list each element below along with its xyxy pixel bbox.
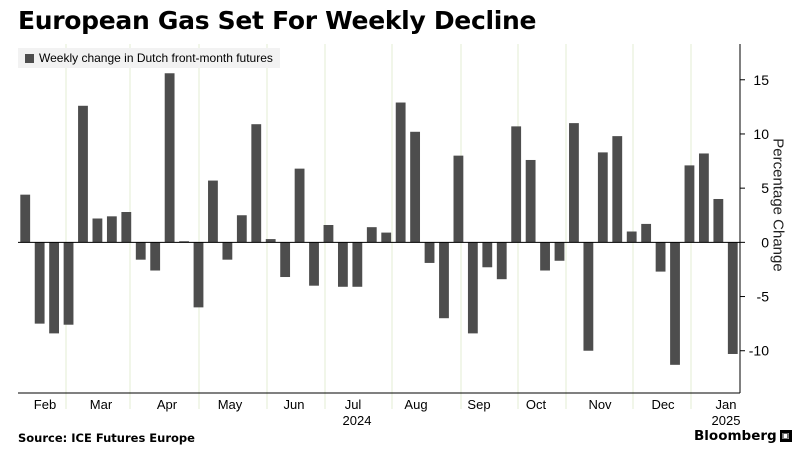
y-axis-title: Percentage Change <box>769 138 787 272</box>
legend: Weekly change in Dutch front-month futur… <box>18 48 280 68</box>
x-tick-label-5: Jul <box>345 397 362 412</box>
bar-13 <box>208 180 218 243</box>
x-year-label-1: 2025 <box>712 413 741 428</box>
bar-27 <box>410 131 421 243</box>
bar-0 <box>20 194 31 243</box>
bar-7 <box>121 212 132 243</box>
x-tick-label-7: Sep <box>467 397 490 412</box>
bar-36 <box>540 242 550 271</box>
bar-46 <box>684 165 695 243</box>
bar-3 <box>63 242 74 325</box>
x-year-label-0: 2024 <box>343 413 372 428</box>
bar-47 <box>698 153 709 243</box>
bar-18 <box>280 242 291 278</box>
bar-9 <box>150 242 161 271</box>
brand-name: Bloomberg <box>694 428 777 444</box>
x-tick-label-11: Jan <box>716 397 737 412</box>
bar-11 <box>179 241 189 243</box>
bar-19 <box>294 168 305 243</box>
bar-25 <box>381 232 392 243</box>
bar-6 <box>106 216 117 243</box>
bar-12 <box>193 242 204 308</box>
bar-45 <box>670 242 680 365</box>
bar-20 <box>309 242 319 286</box>
bar-40 <box>597 152 608 243</box>
bar-37 <box>554 242 565 261</box>
bar-44 <box>655 242 666 272</box>
x-tick-label-4: Jun <box>284 397 305 412</box>
bar-24 <box>366 227 377 243</box>
y-axis-ticks: 15 10 5 0 -5 -10 <box>740 72 769 359</box>
bar-15 <box>236 215 247 243</box>
y-tick-label-4: -5 <box>757 289 770 305</box>
bar-30 <box>453 155 464 243</box>
bar-22 <box>337 242 348 287</box>
bar-17 <box>265 239 276 243</box>
bar-26 <box>395 102 406 243</box>
y-tick-label-3: 0 <box>761 234 769 250</box>
bar-23 <box>352 242 363 287</box>
bar-10 <box>164 73 175 243</box>
bar-28 <box>424 242 435 263</box>
bar-29 <box>439 242 449 319</box>
y-tick-label-2: 5 <box>761 180 769 196</box>
bloomberg-mark-icon: ▣ <box>779 430 792 442</box>
x-tick-label-10: Dec <box>651 397 675 412</box>
bar-1 <box>34 242 45 324</box>
bar-series <box>20 73 738 365</box>
bar-8 <box>135 242 146 260</box>
bar-14 <box>222 242 233 260</box>
x-tick-label-2: Apr <box>157 397 178 412</box>
bar-42 <box>626 231 637 243</box>
bar-33 <box>496 242 507 280</box>
source-note: Source: ICE Futures Europe <box>18 431 195 445</box>
bloomberg-logo: Bloomberg ▣ <box>694 428 792 444</box>
x-tick-label-3: May <box>218 397 243 412</box>
month-separator-lines <box>65 44 692 409</box>
y-tick-label-1: 10 <box>753 126 769 142</box>
chart-title: European Gas Set For Weekly Decline <box>18 6 537 35</box>
bar-35 <box>525 159 536 243</box>
bar-2 <box>49 242 60 334</box>
bar-32 <box>482 242 493 268</box>
bar-38 <box>569 123 579 243</box>
x-tick-label-8: Oct <box>526 397 547 412</box>
bar-34 <box>511 126 522 243</box>
x-axis-labels: Feb Mar Apr May Jun Jul Aug Sep Oct Nov Dec Jan 2024… <box>34 397 741 428</box>
bar-39 <box>583 242 594 351</box>
bar-4 <box>78 105 88 243</box>
bar-5 <box>92 218 103 243</box>
x-tick-label-0: Feb <box>34 397 56 412</box>
axes <box>18 44 741 394</box>
legend-swatch <box>25 53 34 63</box>
x-tick-label-1: Mar <box>90 397 113 412</box>
bar-41 <box>612 136 623 243</box>
bar-48 <box>713 198 724 243</box>
bar-16 <box>251 124 262 243</box>
bar-21 <box>323 225 334 243</box>
x-tick-label-9: Nov <box>588 397 612 412</box>
bar-31 <box>467 242 478 334</box>
x-tick-label-6: Aug <box>404 397 427 412</box>
legend-label: Weekly change in Dutch front-month futur… <box>39 51 273 65</box>
bar-49 <box>727 242 738 354</box>
bar-43 <box>641 223 652 243</box>
y-tick-label-5: -10 <box>749 343 769 359</box>
y-tick-label-0: 15 <box>753 72 769 88</box>
